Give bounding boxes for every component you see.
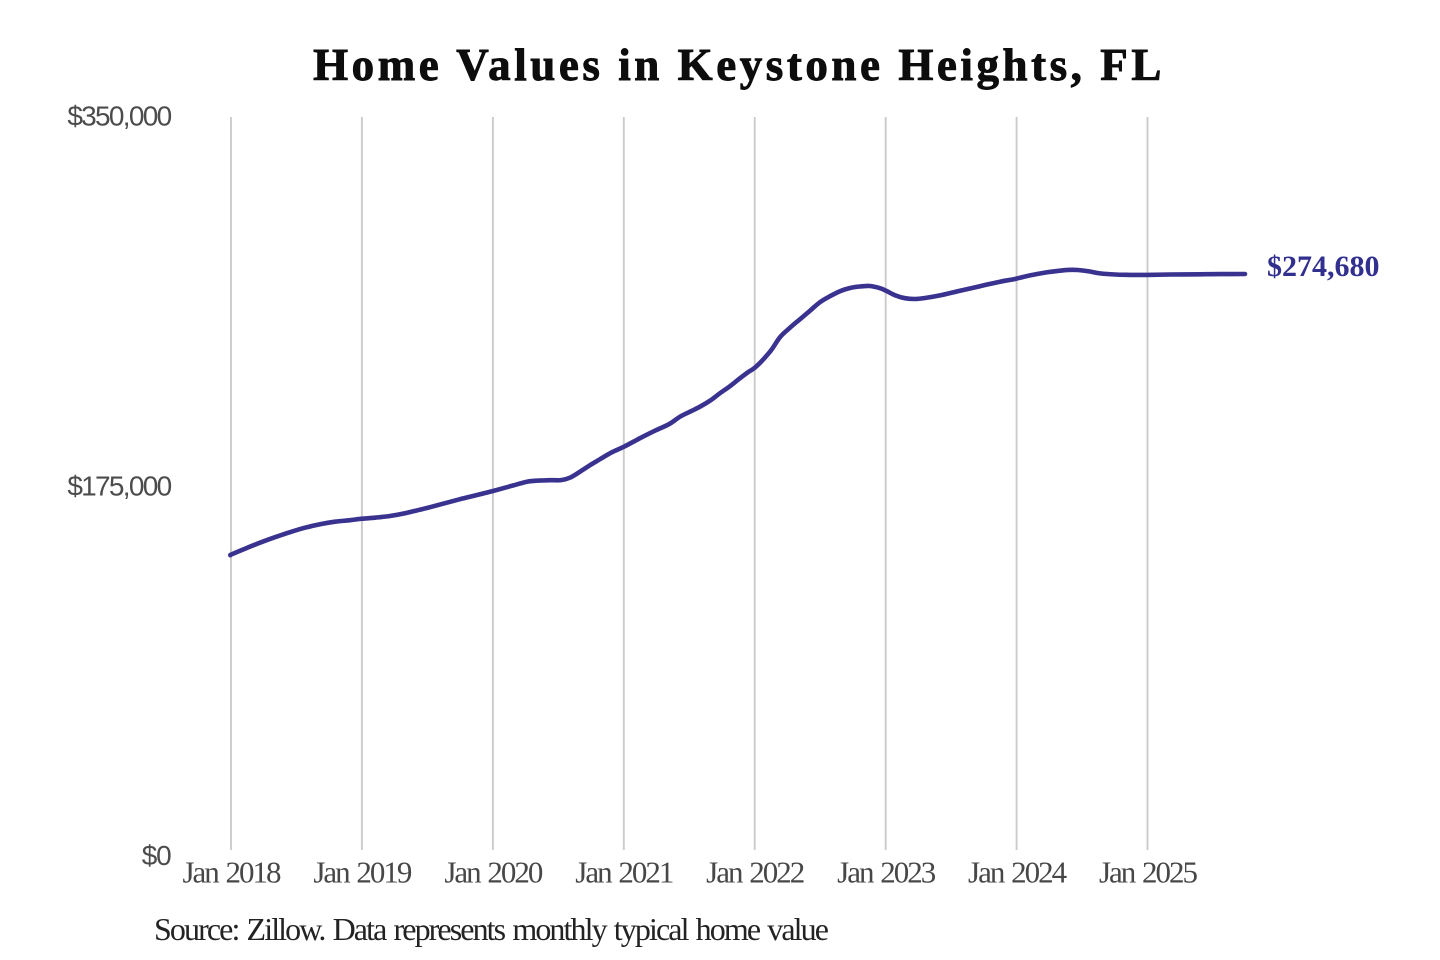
svg-text:Jan 2023: Jan 2023 <box>837 855 936 890</box>
svg-text:Jan 2018: Jan 2018 <box>182 855 281 890</box>
svg-text:Jan 2022: Jan 2022 <box>706 855 804 890</box>
svg-text:$274,680: $274,680 <box>1267 250 1380 283</box>
svg-text:$0: $0 <box>142 840 171 871</box>
svg-text:Source: Zillow. Data represent: Source: Zillow. Data represents monthly … <box>154 911 829 947</box>
svg-text:Jan 2025: Jan 2025 <box>1099 855 1198 890</box>
svg-text:Jan 2020: Jan 2020 <box>444 855 543 890</box>
svg-text:$350,000: $350,000 <box>67 101 171 132</box>
svg-text:Jan 2024: Jan 2024 <box>968 855 1068 890</box>
svg-text:$175,000: $175,000 <box>67 471 171 502</box>
svg-text:Jan 2021: Jan 2021 <box>575 855 673 890</box>
svg-text:Home Values in Keystone Height: Home Values in Keystone Heights, FL <box>313 40 1165 90</box>
svg-text:Jan 2019: Jan 2019 <box>313 855 412 890</box>
